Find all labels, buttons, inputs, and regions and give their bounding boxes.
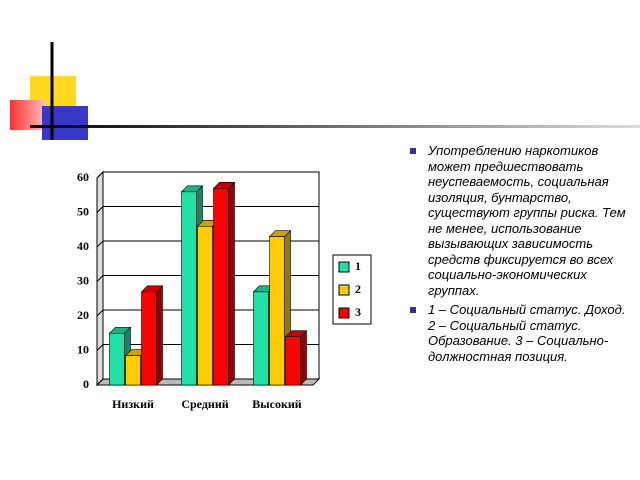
y-tick-label: 50 xyxy=(77,204,89,218)
grid-line xyxy=(96,309,104,317)
legend-label: 3 xyxy=(355,305,361,319)
y-tick-label: 10 xyxy=(77,342,89,356)
bar xyxy=(253,291,269,386)
legend-label: 2 xyxy=(355,282,361,296)
grid-line xyxy=(96,206,104,213)
deco-square xyxy=(42,106,88,140)
x-tick-label: Средний xyxy=(181,397,228,411)
legend-swatch xyxy=(338,307,350,319)
grid-line xyxy=(96,275,104,282)
bar xyxy=(125,355,141,386)
bar-side xyxy=(228,181,235,386)
y-tick-label: 0 xyxy=(83,377,89,391)
grid-line xyxy=(96,240,104,248)
bar-side xyxy=(300,329,307,386)
y-tick-label: 60 xyxy=(77,170,89,184)
x-tick-label: Высокий xyxy=(252,397,302,411)
bar-side xyxy=(156,285,163,386)
deco-line xyxy=(30,125,640,128)
bullet: 1 – Социальный статус. Доход. 2 – Социал… xyxy=(410,302,628,364)
legend-swatch xyxy=(338,261,350,273)
bar xyxy=(109,332,125,386)
x-tick-label: Низкий xyxy=(112,397,154,411)
y-tick-label: 30 xyxy=(77,273,89,287)
bullet-list: Употреблению наркотиков может предшество… xyxy=(408,143,628,368)
bullet: Употреблению наркотиков может предшество… xyxy=(410,143,628,298)
bar xyxy=(285,336,301,386)
bar xyxy=(213,188,229,386)
bar xyxy=(269,236,285,386)
y-tick-label: 20 xyxy=(77,308,89,322)
bar xyxy=(181,191,197,386)
grid-line xyxy=(96,171,104,179)
grid-line xyxy=(96,378,104,386)
legend-swatch xyxy=(338,284,350,296)
bar xyxy=(197,226,213,386)
y-tick-label: 40 xyxy=(77,239,89,253)
grid-line xyxy=(96,344,104,351)
legend-label: 1 xyxy=(355,259,361,273)
bar xyxy=(141,291,157,386)
